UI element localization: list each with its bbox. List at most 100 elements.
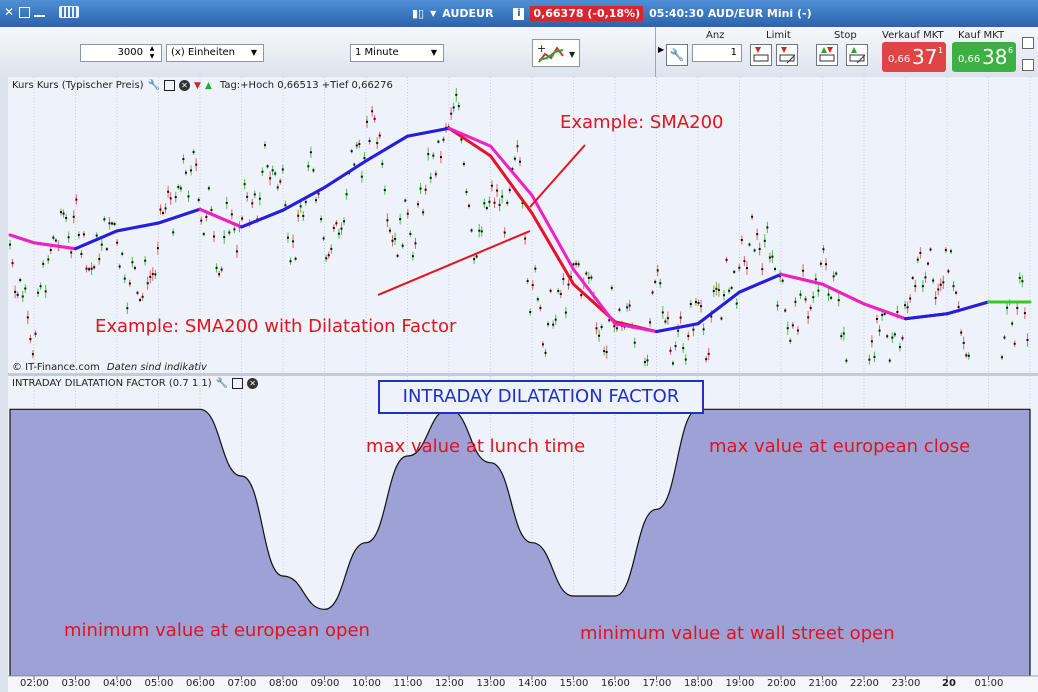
chart-type-icon[interactable]: ▮▯: [412, 7, 425, 20]
price-point: [200, 219, 203, 222]
svg-text:+: +: [537, 42, 546, 55]
price-point: [962, 341, 965, 344]
price-point: [796, 329, 799, 332]
instrument-label: AUD/EUR Mini (-): [707, 7, 812, 20]
disclaimer-text: Daten sind indikativ: [106, 362, 207, 373]
chevron-down-icon[interactable]: ▼: [430, 48, 438, 57]
price-point: [210, 208, 213, 211]
price-point: [536, 298, 539, 301]
price-point: [108, 222, 111, 225]
price-point: [164, 207, 167, 210]
stop-buy-button[interactable]: [846, 44, 868, 66]
price-point: [381, 162, 384, 165]
panel-splitter[interactable]: [8, 373, 1038, 376]
price-point: [123, 277, 126, 280]
price-point: [549, 289, 552, 292]
restore-icon[interactable]: [19, 6, 30, 18]
stop-sell-button[interactable]: [816, 44, 838, 66]
stepper-arrows-icon[interactable]: ▲ ▼: [149, 45, 155, 60]
price-point: [1011, 322, 1014, 325]
symbol-label[interactable]: AUDEUR: [442, 7, 494, 20]
price-point: [49, 248, 52, 251]
price-point: [557, 290, 560, 293]
price-point: [182, 158, 185, 161]
dilated-sma-segment: [779, 272, 824, 286]
price-point: [960, 331, 963, 334]
price-point: [251, 202, 254, 205]
price-point: [363, 156, 366, 159]
sell-market-button[interactable]: 0,66 37 1: [882, 42, 946, 72]
limit-sell-button[interactable]: [750, 44, 772, 66]
option-checkbox-2[interactable]: [1022, 59, 1034, 71]
add-indicator-button[interactable]: + ▼: [532, 39, 580, 67]
keyboard-icon[interactable]: [59, 6, 79, 18]
dilated-sma-segment: [655, 322, 700, 334]
buy-market-button[interactable]: 0,66 38 6: [952, 42, 1016, 72]
price-point: [577, 263, 580, 266]
price-point: [253, 193, 256, 196]
price-point: [75, 198, 78, 201]
minimize-icon[interactable]: [34, 8, 45, 17]
price-point: [585, 272, 588, 275]
move-down-icon[interactable]: ▼: [194, 80, 201, 91]
price-point: [337, 232, 340, 235]
dropdown-arrow-icon[interactable]: ▼: [430, 9, 437, 18]
chevron-down-icon[interactable]: ▼: [250, 48, 258, 57]
price-point: [131, 261, 134, 264]
wrench-icon[interactable]: 🔧: [147, 80, 161, 91]
price-point: [944, 249, 947, 252]
option-checkbox-1[interactable]: [1022, 37, 1034, 49]
trading-toolbar: 3000 ▲ ▼ (x) Einheiten ▼ 1 Minute ▼ + ▼ ▶…: [0, 27, 1038, 78]
indicator-chart-icon: + ▼: [537, 42, 576, 63]
wrench-icon[interactable]: 🔧: [666, 44, 688, 66]
price-point: [223, 236, 226, 239]
source-label: © IT-Finance.com Daten sind indikativ: [12, 362, 207, 373]
price-point: [626, 306, 629, 309]
price-point: [496, 189, 499, 192]
price-point: [771, 255, 774, 258]
price-point: [812, 296, 815, 299]
info-icon[interactable]: i: [513, 7, 525, 20]
price-point: [271, 169, 274, 172]
price-point: [876, 317, 878, 320]
price-point: [85, 267, 88, 270]
stop-sell-icon: [819, 47, 835, 62]
annotation-min-open: minimum value at european open: [64, 620, 370, 641]
dilated-sma-segment: [738, 272, 783, 294]
expand-arrow-icon[interactable]: ▶: [658, 45, 665, 54]
price-point: [292, 240, 295, 243]
anz-input[interactable]: 1: [692, 44, 742, 62]
price-point: [789, 339, 792, 342]
price-point: [490, 184, 493, 187]
price-point: [307, 165, 310, 168]
units-select[interactable]: (x) Einheiten ▼: [166, 44, 264, 62]
price-panel-title: Kurs Kurs (Typischer Preis): [12, 80, 144, 91]
price-point: [315, 199, 317, 202]
timeframe-select[interactable]: 1 Minute ▼: [350, 44, 444, 62]
price-point: [766, 226, 769, 229]
price-point: [781, 279, 784, 282]
price-point: [825, 263, 827, 266]
price-point: [567, 283, 570, 286]
close-icon[interactable]: ✕: [179, 80, 191, 91]
quantity-stepper[interactable]: 3000 ▲ ▼: [80, 44, 162, 62]
price-point: [669, 349, 672, 352]
maximize-icon[interactable]: [164, 80, 176, 91]
price-point: [603, 350, 606, 353]
price-point: [919, 251, 922, 254]
close-icon[interactable]: ✕: [4, 4, 15, 19]
chart-canvas[interactable]: [0, 77, 1038, 692]
window-titlebar: ✕ ▮▯ ▼ AUDEUR i 0,66378 (-0,18%) 05:40:3…: [0, 0, 1038, 27]
move-up-icon[interactable]: ▲: [204, 80, 212, 91]
price-point: [914, 285, 917, 288]
price-point: [72, 215, 75, 218]
close-icon[interactable]: ✕: [247, 378, 259, 389]
maximize-icon[interactable]: [232, 378, 244, 389]
price-point: [230, 213, 233, 216]
wrench-icon[interactable]: 🔧: [215, 378, 229, 389]
limit-buy-button[interactable]: [776, 44, 798, 66]
clock-label: 05:40:30: [649, 7, 704, 20]
x-tick-label: 02:00: [20, 678, 49, 689]
price-point: [649, 321, 652, 324]
price-point: [266, 165, 269, 168]
